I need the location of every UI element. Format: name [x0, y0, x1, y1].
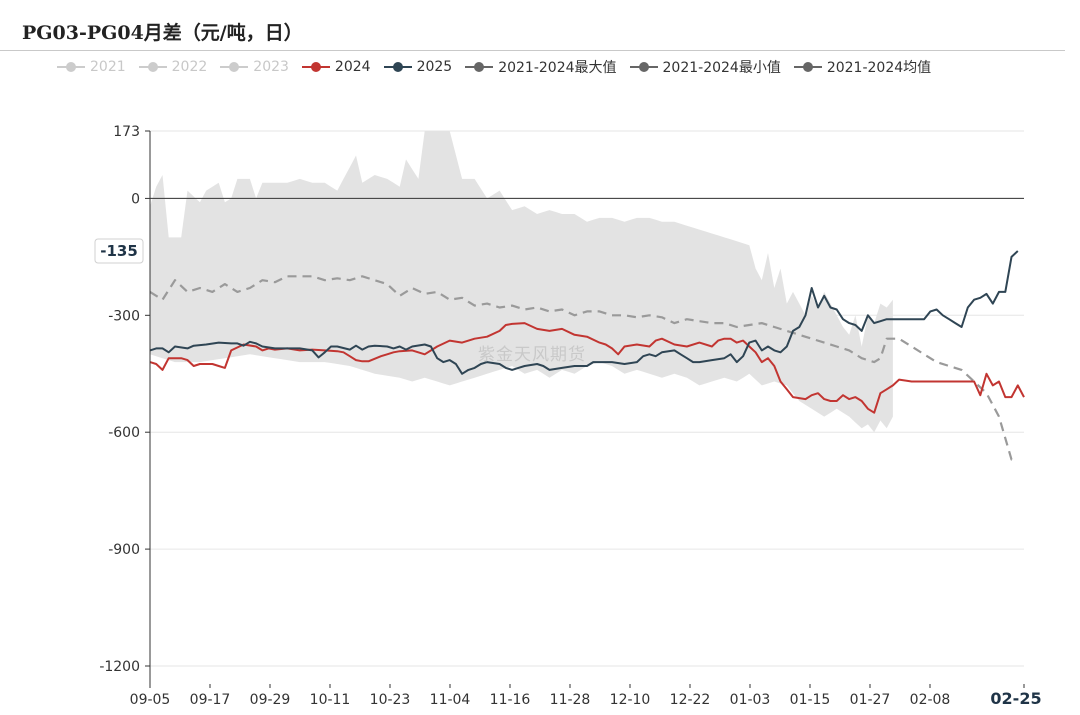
y-tick-label: -600: [108, 425, 140, 441]
legend-label: 2024: [334, 59, 371, 75]
legend-marker-icon: [301, 62, 330, 72]
series-2025-line: [149, 250, 1019, 375]
legend-marker-icon: [138, 62, 167, 72]
legend-item-min[interactable]: 2021-2024最小值: [629, 57, 781, 77]
label-layer: 173 0 -300 -600 -900 -1200 09-05 09-17 09-29 10-1…: [94, 124, 1042, 708]
x-tick-label: 11-04: [430, 692, 471, 708]
avg-line: [149, 275, 1018, 461]
legend-item-2021[interactable]: 2021: [57, 59, 126, 75]
legend-label: 2022: [171, 59, 208, 75]
legend-item-2025[interactable]: 2025: [383, 59, 453, 75]
x-tick-label: 01-15: [790, 692, 831, 708]
x-tick-label: 01-03: [730, 692, 771, 708]
legend-marker-icon: [465, 62, 494, 72]
y-tick-label: 0: [131, 191, 140, 207]
legend-label: 2021-2024最小值: [662, 60, 781, 76]
legend-marker-icon: [383, 62, 412, 72]
max-min-band: [150, 131, 893, 433]
axis-pointer-label: -135: [94, 238, 144, 264]
legend-label: 2025: [416, 59, 453, 75]
x-tick-label: 11-16: [490, 692, 531, 708]
watermark: 紫金天风期货: [478, 345, 586, 365]
legend-item-2023[interactable]: 2023: [220, 59, 289, 75]
y-tick-label: -300: [108, 308, 140, 324]
x-tick-label: 01-27: [850, 692, 891, 708]
x-tick-label: 11-28: [550, 692, 591, 708]
legend-item-avg[interactable]: 2021-2024均值: [793, 57, 932, 77]
y-tick-label: -900: [108, 542, 140, 558]
band-layer: [150, 131, 893, 433]
x-tick-label: 10-11: [310, 692, 351, 708]
x-tick-label: 09-17: [190, 692, 231, 708]
line-layer: [149, 250, 1025, 461]
legend-marker-icon: [629, 62, 658, 72]
legend-label: 2021: [90, 59, 126, 75]
legend-label: 2021-2024最大值: [498, 60, 617, 76]
x-tick-label: 09-05: [130, 692, 171, 708]
x-tick-label: 12-10: [610, 692, 651, 708]
legend-item-max[interactable]: 2021-2024最大值: [465, 57, 617, 77]
x-tick-label: 02-25: [990, 689, 1041, 708]
legend-marker-icon: [57, 62, 85, 72]
axis-layer: [145, 130, 1025, 688]
x-tick-label: 12-22: [670, 692, 711, 708]
legend-marker-icon: [793, 62, 822, 72]
pointer-label-box: [94, 238, 144, 264]
legend-label: 2023: [253, 59, 289, 75]
legend-item-2022[interactable]: 2022: [138, 59, 208, 75]
legend-label: 2021-2024均值: [826, 60, 932, 76]
legend-item-2024[interactable]: 2024: [301, 59, 371, 75]
pointer-label-text: -135: [100, 242, 138, 260]
y-tick-label: -1200: [99, 659, 140, 675]
x-tick-label: 10-23: [370, 692, 411, 708]
legend-marker-icon: [220, 62, 249, 72]
legend: 2021 2022 2023 2024 2025 2021-2024最大值 20…: [57, 56, 944, 78]
chart-title: PG03-PG04月差（元/吨，日）: [22, 22, 303, 44]
x-tick-label: 02-08: [910, 692, 951, 708]
title-divider: [0, 50, 1065, 51]
y-tick-label: 173: [113, 124, 140, 140]
x-tick-label: 09-29: [250, 692, 291, 708]
